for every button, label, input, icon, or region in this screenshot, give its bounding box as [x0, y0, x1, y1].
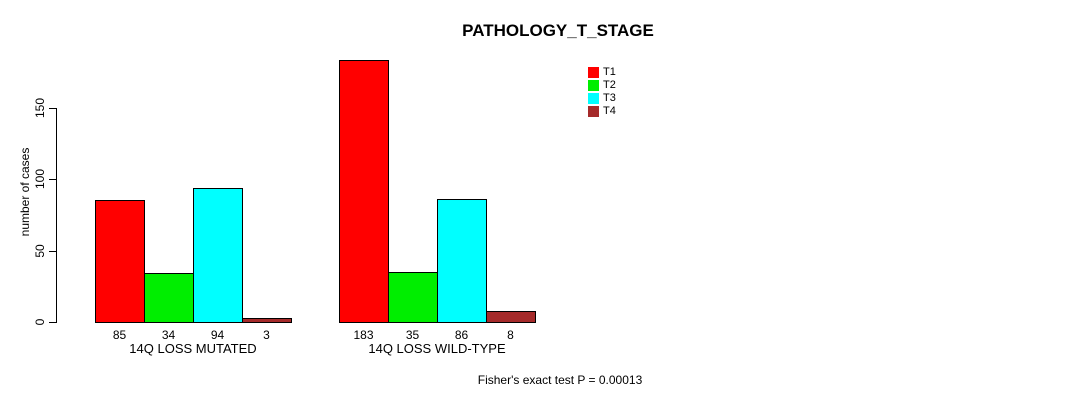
- bar-t1-group1: [95, 200, 145, 323]
- bar-value-label: 34: [161, 328, 176, 342]
- legend-item-t2: T2: [588, 79, 616, 91]
- bar-value-label: 3: [263, 328, 270, 342]
- y-tick: [49, 322, 56, 323]
- fisher-test-annotation: Fisher's exact test P = 0.00013: [477, 373, 643, 387]
- y-axis-label: number of cases: [18, 147, 32, 237]
- legend-swatch-t1: [588, 66, 599, 78]
- legend-label: T4: [603, 105, 616, 118]
- bar-t3-group2: [437, 199, 487, 323]
- group-label: 14Q LOSS MUTATED: [129, 341, 257, 356]
- y-tick: [49, 107, 56, 109]
- legend-item-t4: T4: [588, 106, 616, 118]
- y-axis-line: [56, 107, 57, 323]
- legend-swatch-t3: [588, 92, 599, 104]
- y-tick-label: 50: [33, 243, 47, 258]
- y-tick: [49, 179, 56, 180]
- y-tick: [49, 250, 56, 252]
- legend-item-t1: T1: [588, 66, 616, 78]
- legend-label: T1: [603, 65, 616, 78]
- bar-t3-group1: [193, 188, 243, 323]
- legend-label: T2: [603, 78, 616, 91]
- bar-t2-group2: [388, 272, 438, 323]
- bar-value-label: 183: [353, 328, 374, 342]
- bar-value-label: 8: [507, 328, 514, 342]
- bar-t4-group1: [242, 318, 292, 323]
- y-tick-label: 100: [33, 168, 47, 190]
- bar-t4-group2: [486, 311, 536, 323]
- legend-swatch-t4: [588, 106, 599, 118]
- bar-value-label: 35: [405, 328, 420, 342]
- y-tick-label: 0: [33, 318, 47, 326]
- group-label: 14Q LOSS WILD-TYPE: [368, 341, 506, 356]
- bar-value-label: 94: [210, 328, 225, 342]
- bar-t2-group1: [144, 273, 194, 323]
- legend-item-t3: T3: [588, 92, 616, 104]
- y-tick-label: 150: [33, 97, 47, 118]
- chart-title: PATHOLOGY_T_STAGE: [462, 21, 654, 40]
- bar-value-label: 86: [454, 328, 469, 342]
- bar-t1-group2: [339, 60, 389, 323]
- legend-swatch-t2: [588, 79, 599, 91]
- legend-label: T3: [603, 91, 616, 104]
- bar-value-label: 85: [112, 328, 127, 342]
